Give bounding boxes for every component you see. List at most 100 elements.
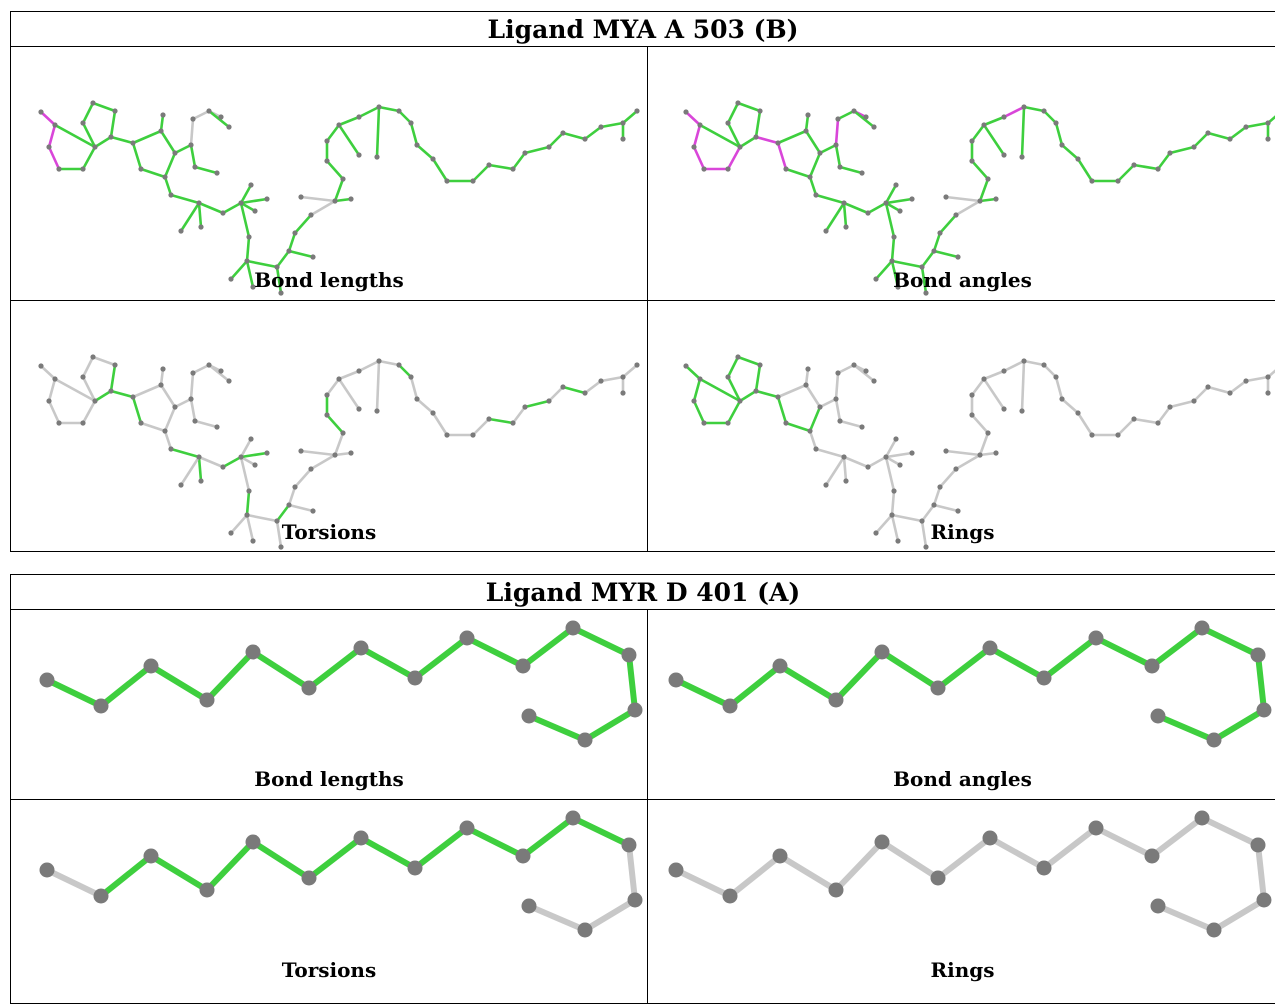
bond-line — [221, 455, 243, 469]
atom-dot — [634, 108, 640, 114]
bond-line — [736, 101, 762, 113]
ligand-title: Ligand MYA A 503 (B) — [11, 12, 1275, 47]
bond-line — [1132, 417, 1160, 425]
panel-caption: Torsions — [281, 958, 377, 982]
bond-line — [1042, 363, 1058, 379]
bond-line — [970, 377, 986, 397]
bond-line — [776, 395, 788, 425]
atom-dot — [252, 208, 258, 214]
bond-line — [982, 115, 1006, 127]
bond-line — [109, 135, 135, 145]
bond-line — [987, 835, 1047, 871]
atom-dot — [1001, 114, 1007, 120]
atom-dot — [1144, 848, 1160, 864]
bond-line — [148, 853, 210, 893]
bond-line — [333, 197, 353, 203]
atom-dot — [807, 428, 813, 434]
bond-line — [275, 249, 291, 269]
bond-line — [197, 455, 203, 483]
bond-line — [204, 839, 256, 893]
atom-dot — [301, 870, 317, 886]
atom-dot — [515, 848, 531, 864]
bond-line — [890, 513, 924, 523]
atom-dot — [577, 732, 593, 748]
atom-dot — [1150, 708, 1166, 724]
bond-line — [692, 123, 702, 149]
panel-grid: Bond lengths Bond angles Torsions Rings — [11, 610, 1275, 1004]
bond-line — [511, 405, 527, 425]
bond-line — [337, 369, 361, 381]
bond-line — [197, 201, 225, 215]
atom-dot — [190, 116, 196, 122]
atom-dot — [250, 538, 256, 544]
atom-dot — [883, 200, 889, 206]
bond-line — [245, 259, 255, 289]
atom-dot — [278, 544, 284, 550]
atom-dot — [919, 264, 925, 270]
atom-dot — [873, 276, 879, 282]
bond-line — [148, 663, 210, 703]
panel-rings: Rings — [648, 300, 1275, 552]
bond-line — [1206, 385, 1232, 395]
atom-dot — [1167, 404, 1173, 410]
atom-dot — [246, 234, 252, 240]
bond-line — [91, 355, 117, 367]
atom-dot — [407, 670, 423, 686]
bond-line — [1199, 815, 1261, 848]
bond-line — [754, 389, 780, 399]
bond-line — [159, 129, 177, 155]
atom-dot — [356, 114, 362, 120]
bond-line — [523, 145, 551, 155]
bond-line — [189, 371, 195, 401]
bond-line — [1060, 397, 1080, 415]
bond-line — [920, 249, 936, 269]
atom-dot — [190, 370, 196, 376]
atom-dot — [1150, 898, 1166, 914]
atom-dot — [168, 192, 174, 198]
atom-dot — [841, 200, 847, 206]
bond-line — [245, 259, 279, 269]
atom-dot — [873, 530, 879, 536]
bond-line — [884, 201, 896, 239]
bond-line — [970, 159, 990, 181]
bond-line — [727, 663, 783, 709]
atom-dot — [1227, 390, 1233, 396]
bond-line — [44, 867, 104, 899]
bond-line — [44, 677, 104, 709]
bond-line — [179, 455, 201, 487]
atom-dot — [90, 354, 96, 360]
atom-dot — [1036, 670, 1052, 686]
atom-dot — [1243, 378, 1249, 384]
bond-line — [890, 235, 896, 263]
atom-dot — [1019, 408, 1025, 414]
atom-dot — [737, 144, 743, 150]
atom-dot — [620, 374, 626, 380]
atom-dot — [486, 162, 492, 168]
atom-dot — [250, 284, 256, 290]
bond-line — [884, 455, 896, 493]
bond-line — [673, 677, 733, 709]
bond-line — [884, 197, 914, 205]
atom-dot — [336, 122, 342, 128]
atom-dot — [577, 922, 593, 938]
atom-dot — [172, 404, 178, 410]
atom-dot — [308, 466, 314, 472]
atom-dot — [865, 210, 871, 216]
bond-line — [1255, 652, 1267, 713]
atom-dot — [701, 166, 707, 172]
atom-dot — [214, 424, 220, 430]
atom-dot — [725, 120, 731, 126]
atom-dot — [310, 254, 316, 260]
atom-dot — [238, 454, 244, 460]
bond-line — [1041, 635, 1099, 681]
bond-line — [204, 649, 256, 703]
atom-dot — [805, 366, 811, 372]
atom-dot — [172, 150, 178, 156]
bond-line — [163, 429, 173, 451]
bond-line — [884, 455, 902, 467]
atom-dot — [340, 176, 346, 182]
bond-line — [109, 389, 135, 399]
bond-line — [970, 413, 990, 435]
bond-line — [109, 109, 117, 139]
bond-line — [944, 449, 982, 457]
